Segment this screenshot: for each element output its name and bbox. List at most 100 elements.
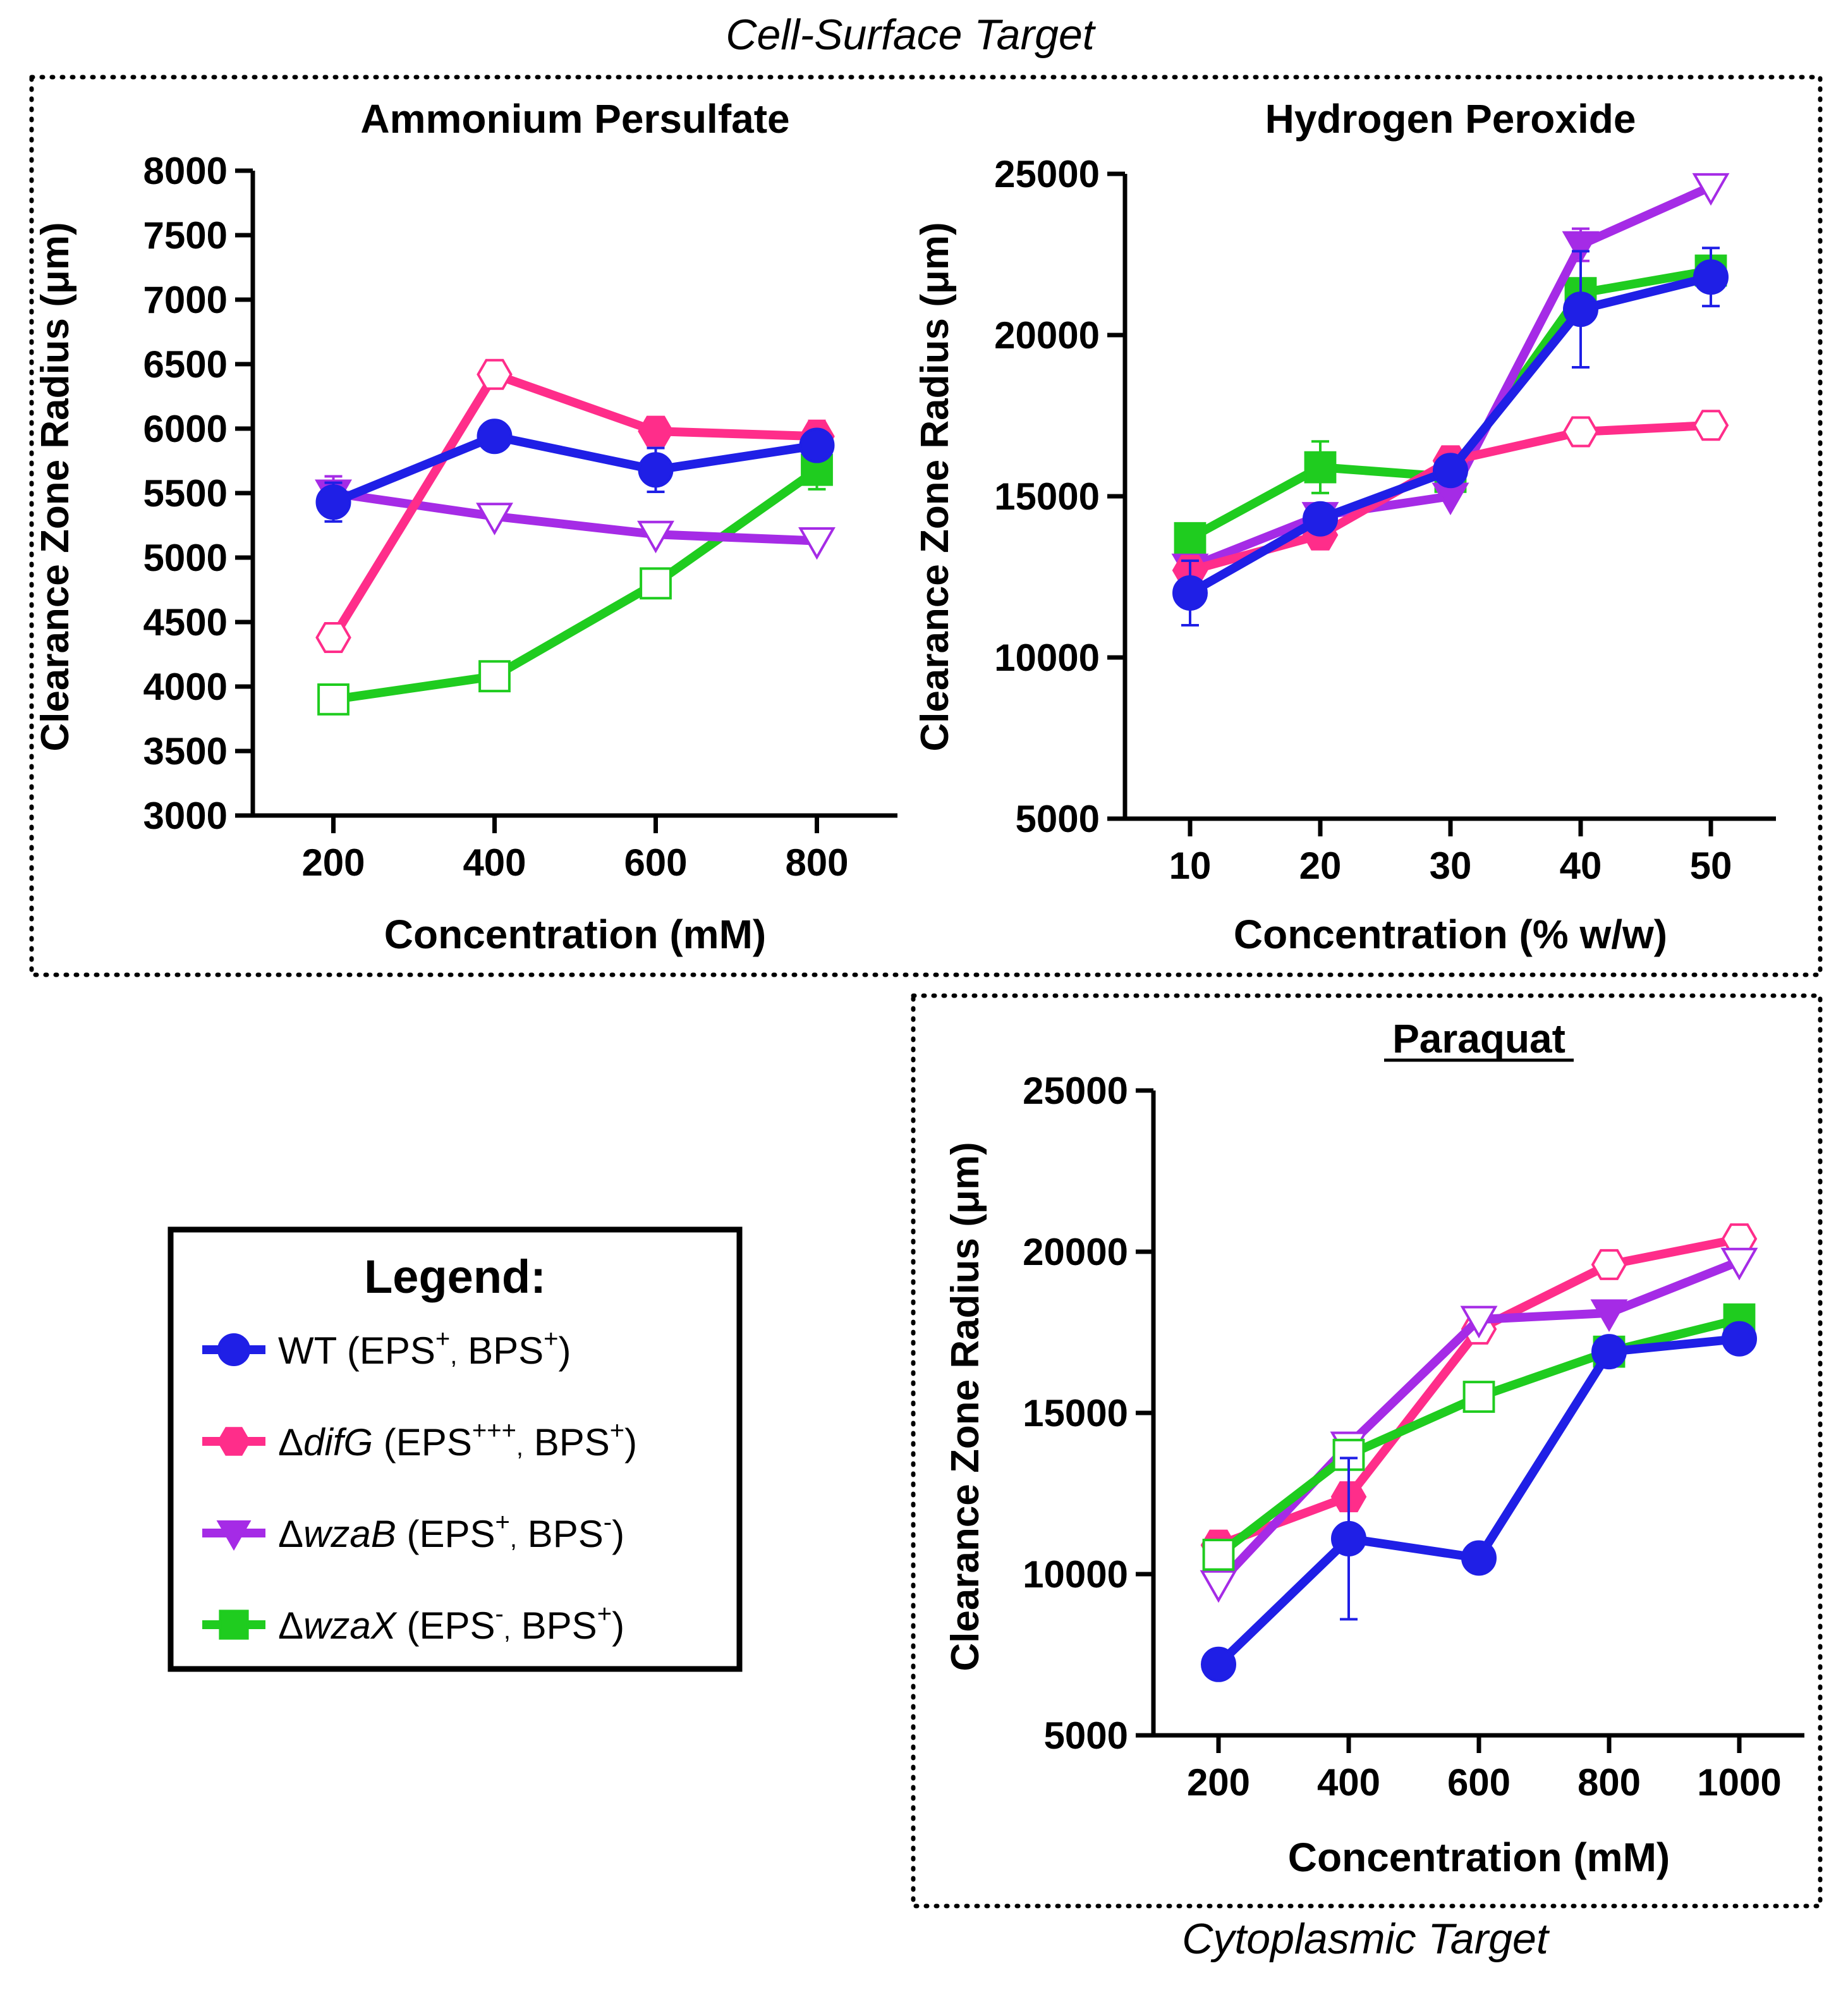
- x-tick-label: 30: [1430, 845, 1472, 887]
- data-point-wt: [1331, 1520, 1366, 1556]
- chart-ammonium-persulfate: Ammonium Persulfate 3000 3500 4000 4500 5000 5…: [33, 96, 897, 957]
- data-point-wzax: [640, 567, 672, 600]
- series-wzab: [1171, 173, 1730, 587]
- x-tick-label: 600: [1447, 1761, 1511, 1804]
- legend-entry-wzax: ΔwzaX (EPS-, BPS+): [202, 1600, 624, 1647]
- data-point-wzab: [476, 503, 513, 535]
- x-tick-label: 50: [1690, 845, 1732, 887]
- y-tick-label: 15000: [1023, 1392, 1128, 1434]
- y-tick-label: 5000: [1016, 798, 1100, 840]
- data-point-wt: [1693, 259, 1729, 295]
- group-label-top: Cell-Surface Target: [726, 11, 1096, 59]
- y-tick-label: 7500: [143, 214, 228, 257]
- series-wt: [1201, 1321, 1757, 1682]
- x-tick-label: 200: [1187, 1761, 1250, 1804]
- x-tick-label: 40: [1560, 845, 1602, 887]
- y-tick-label: 4500: [143, 601, 228, 644]
- data-point-wt: [315, 484, 351, 520]
- y-tick-label: 10000: [994, 637, 1100, 679]
- y-tick-label: 5500: [143, 472, 228, 515]
- y-tick-label: 3000: [143, 795, 228, 837]
- data-point-difg: [1693, 410, 1729, 441]
- data-point-wzab: [1590, 1299, 1628, 1332]
- series-line-wzax: [332, 466, 820, 704]
- legend-marker-difg: [217, 1427, 251, 1456]
- chart-title: Hydrogen Peroxide: [1265, 96, 1636, 142]
- x-tick-label: 800: [1577, 1761, 1641, 1804]
- data-point-wt: [1461, 1540, 1497, 1576]
- y-tick-label: 6000: [143, 408, 228, 450]
- data-point-wzab: [798, 527, 836, 560]
- data-point-wt: [799, 427, 835, 463]
- y-axis-label: Clearance Zone Radius (μm): [33, 222, 77, 751]
- data-point-difg: [1591, 1249, 1627, 1280]
- y-tick-label: 4000: [143, 666, 228, 708]
- y-tick-label: 25000: [994, 153, 1100, 195]
- data-point-wzax: [1304, 451, 1337, 484]
- data-point-wzax: [1462, 1381, 1495, 1413]
- y-axis-label: Clearance Zone Radius (μm): [944, 1142, 987, 1671]
- series-wzax: [317, 449, 833, 716]
- data-point-wzax: [317, 683, 350, 716]
- x-tick-label: 1000: [1697, 1761, 1781, 1804]
- x-tick-label: 10: [1169, 845, 1212, 887]
- data-point-difg: [638, 415, 674, 447]
- x-axis-label: Concentration (mM): [1288, 1835, 1670, 1880]
- series-wt: [1172, 247, 1729, 626]
- legend-label: ΔdifG (EPS+++, BPS+): [278, 1417, 637, 1463]
- legend-title: Legend:: [364, 1250, 546, 1303]
- y-tick-label: 5000: [143, 537, 228, 579]
- data-point-wzab: [637, 520, 674, 554]
- legend-entry-wt: WT (EPS+, BPS+): [202, 1325, 571, 1372]
- data-point-difg: [477, 358, 513, 390]
- legend-label: WT (EPS+, BPS+): [278, 1325, 571, 1372]
- data-point-difg: [315, 622, 351, 653]
- data-point-wt: [1172, 575, 1208, 611]
- group-label-bottom: Cytoplasmic Target: [1182, 1915, 1550, 1963]
- series-wt: [315, 419, 835, 523]
- y-tick-label: 20000: [1023, 1231, 1128, 1273]
- y-tick-label: 5000: [1044, 1714, 1128, 1757]
- cytoplasmic-box: [911, 993, 1823, 1909]
- legend-marker-wt: [217, 1333, 250, 1366]
- x-tick-label: 400: [1317, 1761, 1380, 1804]
- data-point-wzab: [1460, 1305, 1498, 1339]
- data-point-wzab: [1562, 231, 1600, 264]
- data-point-wt: [638, 452, 674, 488]
- x-tick-label: 600: [624, 841, 687, 884]
- data-point-wzax: [1202, 1539, 1235, 1571]
- chart-paraquat: Paraquat 5000 10000 15000 20000 25000 200 400 60…: [944, 1016, 1804, 1880]
- legend-marker-wzax: [219, 1610, 249, 1640]
- x-tick-label: 800: [785, 841, 848, 884]
- legend: Legend: WT (EPS+, BPS+) ΔdifG (EPS+++, BP…: [167, 1226, 743, 1672]
- data-point-wzab: [1720, 1247, 1758, 1281]
- y-tick-label: 25000: [1023, 1070, 1128, 1112]
- data-point-wzax: [478, 660, 511, 693]
- data-point-wzab: [1200, 1570, 1237, 1603]
- data-point-wt: [1433, 453, 1468, 489]
- data-point-wzax: [1174, 522, 1207, 554]
- data-point-wzax: [1332, 1438, 1365, 1471]
- data-point-wt: [1201, 1646, 1236, 1682]
- legend-entry-difg: ΔdifG (EPS+++, BPS+): [202, 1417, 637, 1463]
- y-axis-label: Clearance Zone Radius (μm): [913, 222, 957, 751]
- data-point-wt: [1303, 501, 1338, 537]
- cell-surface-box: [29, 75, 1823, 977]
- data-point-wt: [1591, 1334, 1627, 1370]
- legend-entry-wzab: ΔwzaB (EPS+, BPS-): [202, 1508, 624, 1555]
- chart-title: Ammonium Persulfate: [360, 96, 789, 142]
- data-point-wt: [1722, 1321, 1757, 1357]
- series-line-wt: [1188, 272, 1712, 597]
- x-tick-label: 200: [301, 841, 365, 884]
- y-tick-label: 15000: [994, 475, 1100, 518]
- chart-title: Paraquat: [1392, 1016, 1565, 1061]
- y-tick-label: 7000: [143, 279, 228, 321]
- x-tick-label: 400: [463, 841, 526, 884]
- series-line-difg: [329, 370, 817, 640]
- y-tick-label: 10000: [1023, 1553, 1128, 1596]
- legend-label: ΔwzaB (EPS+, BPS-): [278, 1508, 624, 1555]
- y-tick-label: 8000: [143, 150, 228, 192]
- data-point-wt: [1563, 291, 1598, 327]
- data-point-wzab: [1692, 173, 1730, 206]
